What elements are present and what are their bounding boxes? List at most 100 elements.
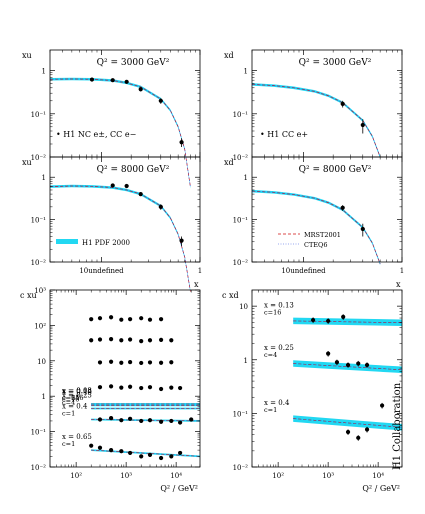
xd_q2_8000-xlabel: x <box>396 280 401 289</box>
cxu_vs_q2-point <box>158 386 164 392</box>
cxu_vs_q2-point <box>169 454 174 459</box>
cxu_vs_q2-point <box>89 443 94 448</box>
cxu_vs_q2-point <box>97 316 103 321</box>
cxd_vs_q2-point <box>334 360 340 365</box>
legend-h1-label: H1 PDF 2000 <box>82 239 130 247</box>
cxu_vs_q2-point <box>169 418 174 424</box>
xd_q2_8000-frame <box>251 156 403 263</box>
cxu_vs_q2-point <box>139 454 144 459</box>
cxd_vs_q2-point <box>356 361 361 366</box>
legend-h1-band-swatch <box>56 239 78 244</box>
cxd_vs_q2-cteq-curve <box>293 320 403 324</box>
cxu_vs_q2-point <box>97 445 103 450</box>
cxu_vs_q2-point <box>97 417 103 422</box>
cxu_vs_q2-point <box>189 417 194 422</box>
xd_q2_3000-point <box>340 101 345 106</box>
xu_q2_3000-ytick-label: 1 <box>42 68 46 76</box>
xu_q2_3000-point <box>89 77 95 82</box>
cxu_vs_q2-ytick-label: 1 <box>42 393 46 401</box>
cxd_vs_q2-band <box>293 415 402 431</box>
cxu_vs_q2-point <box>147 338 153 343</box>
cxu_vs_q2-band <box>91 418 200 422</box>
cxd_vs_q2-ytick-label: 10⁻² <box>233 464 249 472</box>
legend-data-nc: • H1 NC e±, CC e− <box>56 130 136 139</box>
cxd_vs_q2-ytick-label: 1 <box>244 357 248 365</box>
cxu_vs_q2-ytick-label: 10 <box>37 358 46 366</box>
xd_q2_3000-ytick-label: 1 <box>244 68 248 76</box>
cxu_vs_q2-point <box>97 337 103 342</box>
cxu_vs_q2-point <box>147 385 153 390</box>
cxu_vs_q2-point <box>108 337 114 342</box>
cxu_vs_q2-point <box>119 385 124 390</box>
cxu_vs_q2-series-label-c: c=16 <box>62 396 79 404</box>
cxd_vs_q2-point <box>345 429 351 435</box>
cxu_vs_q2-point <box>128 384 133 389</box>
cxu_vs_q2-band <box>91 449 200 458</box>
cxu_vs_q2-ytick-label: 10⁻² <box>31 464 47 472</box>
xu_q2_3000-point <box>124 79 129 84</box>
cxd_vs_q2-point <box>326 351 331 356</box>
xd_q2_3000-cteq-curve <box>251 84 381 158</box>
cxu_vs_q2-point <box>97 360 103 365</box>
cxu_vs_q2-series-label-c: c=1 <box>62 440 75 448</box>
cxu_vs_q2-point <box>108 359 114 364</box>
xu_q2_8000-xtick-label: 1 <box>198 267 202 275</box>
cxd_vs_q2-xtick-label: 10⁴ <box>372 472 384 480</box>
xd_q2_8000-ylabel: xd <box>224 158 234 167</box>
xu_q2_3000-point <box>179 140 184 145</box>
cxu_vs_q2-frame <box>49 289 201 468</box>
xd_q2_3000-point <box>360 122 365 128</box>
xd_q2_8000-xtick-label: 1 <box>400 267 404 275</box>
cxu_vs_q2-ytick-label: 10² <box>34 322 46 330</box>
xu_q2_3000-point <box>110 78 115 83</box>
xu_q2_8000-xtick-label: 10undefined <box>79 267 124 275</box>
cxu_vs_q2-point <box>128 337 133 342</box>
cxd_vs_q2-ylabel: c xd <box>222 291 239 300</box>
cxu_vs_q2-series-label-x: x = 0.13 <box>62 387 92 395</box>
cxu_vs_q2-xlabel: Q² / GeV² <box>160 484 198 493</box>
cxu_vs_q2-point <box>158 419 164 424</box>
xd_q2_8000-ytick-label: 10⁻¹ <box>233 217 249 225</box>
xd_q2_3000-ylabel: xd <box>224 51 234 60</box>
cxu_vs_q2-point <box>158 455 164 461</box>
xd_q2_8000-xtick-label: 10undefined <box>281 267 326 275</box>
cxu_vs_q2-point <box>169 338 174 343</box>
xu_q2_3000-point <box>138 87 143 92</box>
xd_q2_8000-point <box>360 226 365 232</box>
cxd_vs_q2-point <box>364 362 370 368</box>
xu_q2_8000-ylabel: xu <box>22 158 32 167</box>
cxu_vs_q2-series-label-x: x = 0.18 <box>62 389 92 397</box>
cxd_vs_q2-series-label-c: c=1 <box>264 406 277 414</box>
cxu_vs_q2-point <box>139 418 144 424</box>
cxu_vs_q2-point <box>178 385 183 391</box>
cxu_vs_q2-point <box>169 385 174 390</box>
cxu_vs_q2-point <box>178 450 183 456</box>
cxu_vs_q2-point <box>147 418 153 423</box>
cxd_vs_q2-point <box>310 317 316 323</box>
xd_q2_8000-cteq-curve <box>251 190 381 265</box>
xu_q2_8000-cteq-curve <box>49 185 191 292</box>
cxd_vs_q2-ytick-label: 10 <box>239 303 248 311</box>
cxu_vs_q2-point <box>108 315 114 320</box>
cxu_vs_q2-xtick-label: 10³ <box>120 472 132 480</box>
cxu_vs_q2-point <box>128 416 133 421</box>
xu_q2_8000-point <box>179 238 184 243</box>
xu_q2_8000-title: Q² = 8000 GeV² <box>97 165 170 175</box>
cxd_vs_q2-point <box>356 435 361 440</box>
cxu_vs_q2-point <box>119 449 124 454</box>
xd_q2_3000-mrst-curve <box>251 84 381 158</box>
xd_q2_3000-title: Q² = 3000 GeV² <box>299 58 372 68</box>
cxu_vs_q2-point <box>97 385 103 390</box>
xd_q2_3000-ytick-label: 10⁻¹ <box>233 111 249 119</box>
cxd_vs_q2-xtick-label: 10³ <box>322 472 334 480</box>
cxu_vs_q2-series-label-x: x = 0.08 <box>62 387 92 395</box>
xu_q2_8000-ytick-label: 10⁻² <box>31 259 47 267</box>
cxu_vs_q2-point <box>119 360 124 365</box>
cxu_vs_q2-point <box>158 337 164 342</box>
cxu_vs_q2-band <box>91 404 200 407</box>
cxd_vs_q2-cteq-curve <box>293 363 403 371</box>
cxu_vs_q2-point <box>147 317 153 322</box>
cxu_vs_q2-xtick-label: 10² <box>70 472 82 480</box>
xd_q2_8000-ytick-label: 1 <box>244 174 248 182</box>
